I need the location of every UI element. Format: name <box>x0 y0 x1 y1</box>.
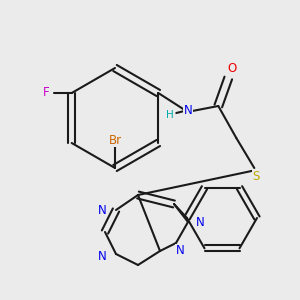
Text: Br: Br <box>108 134 122 146</box>
Text: N: N <box>98 203 106 217</box>
Text: S: S <box>253 169 260 182</box>
Text: N: N <box>196 215 204 229</box>
Text: N: N <box>98 250 106 262</box>
Text: O: O <box>228 61 237 74</box>
Text: N: N <box>176 244 184 257</box>
Text: N: N <box>184 104 193 118</box>
Text: H: H <box>167 110 174 120</box>
Text: F: F <box>42 86 49 100</box>
